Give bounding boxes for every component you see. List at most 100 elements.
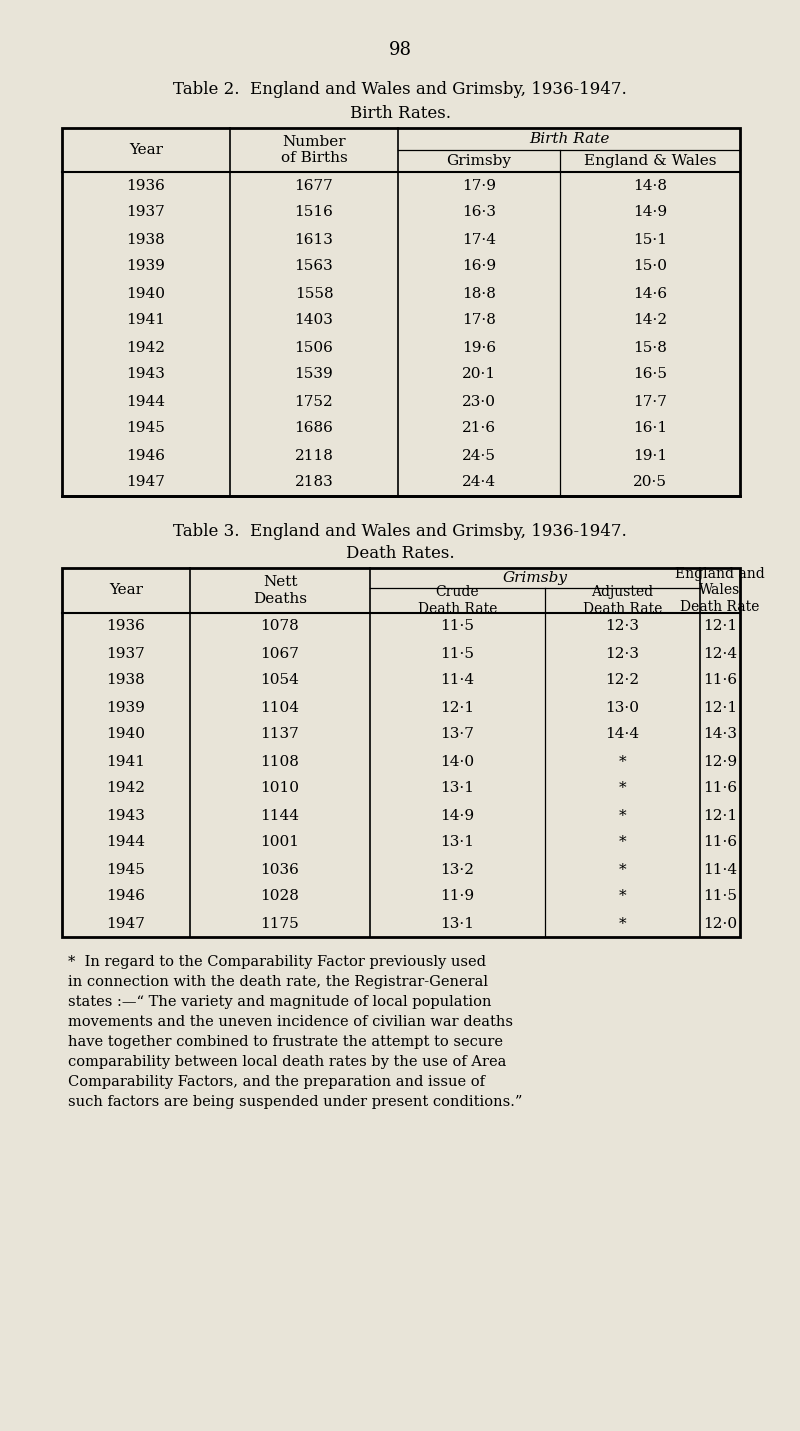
Text: 1937: 1937 [106,647,146,661]
Text: 1054: 1054 [261,674,299,687]
Text: 14·8: 14·8 [633,179,667,193]
Text: 1558: 1558 [294,286,334,301]
Text: 11·6: 11·6 [703,781,737,796]
Text: 1945: 1945 [126,422,166,435]
Text: 1942: 1942 [106,781,146,796]
Text: 11·5: 11·5 [441,620,474,634]
Text: 11·4: 11·4 [441,674,474,687]
Text: 1067: 1067 [261,647,299,661]
Text: 1941: 1941 [126,313,166,328]
Text: 14·4: 14·4 [606,727,639,741]
Text: 24·4: 24·4 [462,475,496,489]
Text: 12·3: 12·3 [606,647,639,661]
Text: Nett
Deaths: Nett Deaths [253,575,307,605]
Text: 1936: 1936 [126,179,166,193]
Text: 1001: 1001 [261,836,299,850]
Text: 13·0: 13·0 [606,701,639,714]
Text: 1144: 1144 [261,809,299,823]
Text: 14·9: 14·9 [441,809,474,823]
Text: 11·5: 11·5 [703,890,737,903]
Text: 1945: 1945 [106,863,146,877]
Text: 1938: 1938 [126,232,166,246]
Text: 17·4: 17·4 [462,232,496,246]
Text: 12·1: 12·1 [703,620,737,634]
Text: Birth Rates.: Birth Rates. [350,104,450,122]
Text: 1947: 1947 [126,475,166,489]
Text: 11·9: 11·9 [441,890,474,903]
Text: 1613: 1613 [294,232,334,246]
Text: *: * [618,809,626,823]
Text: 1946: 1946 [126,448,166,462]
Text: 12·1: 12·1 [703,701,737,714]
Text: 16·1: 16·1 [633,422,667,435]
Text: 1752: 1752 [294,395,334,408]
Text: 1938: 1938 [106,674,146,687]
Text: 15·1: 15·1 [633,232,667,246]
Text: 13·1: 13·1 [441,916,474,930]
Text: *: * [618,754,626,768]
Text: 1010: 1010 [261,781,299,796]
Text: 17·7: 17·7 [633,395,667,408]
Text: 20·1: 20·1 [462,368,496,382]
Text: 1942: 1942 [126,341,166,355]
Text: Number
of Births: Number of Births [281,135,347,165]
Text: 11·5: 11·5 [441,647,474,661]
Text: 14·9: 14·9 [633,206,667,219]
Text: 14·2: 14·2 [633,313,667,328]
Text: 1946: 1946 [106,890,146,903]
Text: 1940: 1940 [126,286,166,301]
Text: 17·9: 17·9 [462,179,496,193]
Text: 1941: 1941 [106,754,146,768]
Text: 1936: 1936 [106,620,146,634]
Text: 23·0: 23·0 [462,395,496,408]
Text: 14·0: 14·0 [441,754,474,768]
Text: 1403: 1403 [294,313,334,328]
Text: 1943: 1943 [106,809,146,823]
Text: 1078: 1078 [261,620,299,634]
Text: *: * [618,916,626,930]
Text: 12·4: 12·4 [703,647,737,661]
Text: 17·8: 17·8 [462,313,496,328]
Text: 1943: 1943 [126,368,166,382]
Text: 15·8: 15·8 [633,341,667,355]
Text: 18·8: 18·8 [462,286,496,301]
Text: 16·5: 16·5 [633,368,667,382]
Text: 20·5: 20·5 [633,475,667,489]
Text: Table 2.  England and Wales and Grimsby, 1936-1947.: Table 2. England and Wales and Grimsby, … [173,82,627,99]
Text: 1506: 1506 [294,341,334,355]
Bar [62,127,740,497]
Text: 12·1: 12·1 [441,701,474,714]
Text: 1947: 1947 [106,916,146,930]
Text: 1677: 1677 [294,179,334,193]
Text: Year: Year [129,143,163,157]
Text: 1108: 1108 [261,754,299,768]
Text: 1939: 1939 [106,701,146,714]
Text: 14·3: 14·3 [703,727,737,741]
Text: 19·1: 19·1 [633,448,667,462]
Text: Crude
Death Rate: Crude Death Rate [418,585,497,615]
Text: 1937: 1937 [126,206,166,219]
Text: *  In regard to the Comparability Factor previously used
in connection with the : * In regard to the Comparability Factor … [68,954,522,1109]
Text: 12·3: 12·3 [606,620,639,634]
Text: 11·4: 11·4 [703,863,737,877]
Text: *: * [618,781,626,796]
Text: 1137: 1137 [261,727,299,741]
Text: *: * [618,863,626,877]
Text: 1104: 1104 [261,701,299,714]
Text: 11·6: 11·6 [703,836,737,850]
Text: 1944: 1944 [106,836,146,850]
Text: 11·6: 11·6 [703,674,737,687]
Text: 1539: 1539 [294,368,334,382]
Text: *: * [618,836,626,850]
Text: 2118: 2118 [294,448,334,462]
Text: 13·2: 13·2 [441,863,474,877]
Text: *: * [618,890,626,903]
Text: Death Rates.: Death Rates. [346,545,454,562]
Text: 98: 98 [389,41,411,59]
Text: 2183: 2183 [294,475,334,489]
Bar [62,568,740,937]
Text: England & Wales: England & Wales [584,155,716,167]
Text: 21·6: 21·6 [462,422,496,435]
Text: Birth Rate: Birth Rate [529,132,609,146]
Text: 16·3: 16·3 [462,206,496,219]
